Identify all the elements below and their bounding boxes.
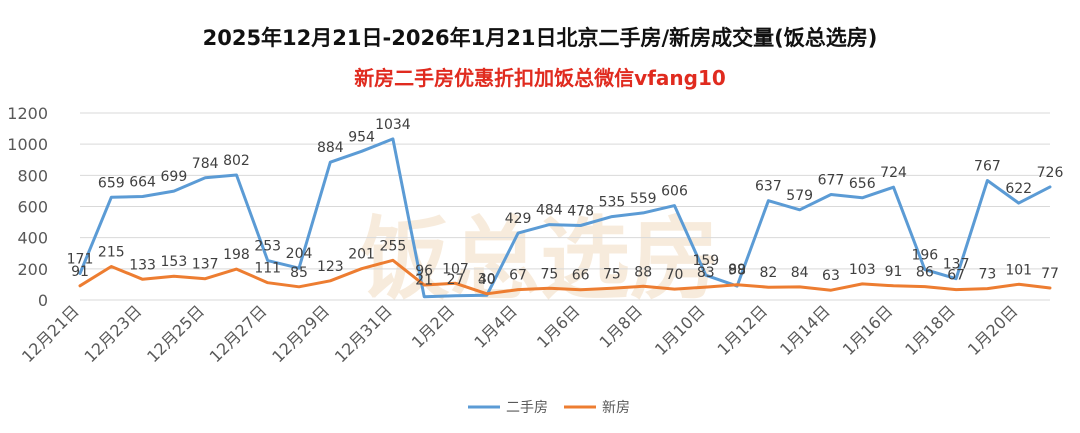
x-tick-label: 12月27日 — [206, 301, 271, 366]
data-label: 75 — [540, 266, 558, 282]
data-label: 86 — [916, 265, 934, 281]
y-tick-label: 200 — [17, 260, 48, 279]
data-label: 559 — [630, 191, 657, 207]
data-label: 67 — [947, 268, 965, 284]
data-label: 215 — [98, 244, 125, 260]
y-tick-label: 1200 — [7, 104, 48, 123]
data-label: 27 — [447, 272, 465, 288]
x-tick-label: 1月14日 — [776, 301, 834, 359]
data-label: 677 — [818, 173, 845, 189]
data-label: 253 — [254, 239, 281, 255]
data-label: 484 — [536, 203, 563, 219]
data-label: 85 — [290, 265, 308, 281]
data-label: 101 — [1005, 262, 1032, 278]
data-label: 77 — [1041, 266, 1059, 282]
x-tick-label: 12月21日 — [18, 301, 83, 366]
data-label: 255 — [380, 238, 407, 254]
data-label: 664 — [129, 175, 156, 191]
data-label: 802 — [223, 153, 250, 169]
data-label: 1034 — [375, 117, 411, 133]
y-tick-label: 1000 — [7, 135, 48, 154]
data-label: 107 — [442, 261, 469, 277]
data-label: 73 — [979, 267, 997, 283]
data-label: 637 — [755, 179, 782, 195]
data-label: 96 — [415, 263, 433, 279]
x-tick-label: 12月29日 — [268, 301, 333, 366]
data-label: 98 — [728, 263, 746, 279]
data-label: 67 — [509, 268, 527, 284]
data-label: 767 — [974, 158, 1001, 174]
data-label: 579 — [786, 188, 813, 204]
data-label: 88 — [634, 264, 652, 280]
data-label: 40 — [478, 272, 496, 288]
data-label: 84 — [791, 265, 809, 281]
data-label: 606 — [661, 184, 688, 200]
data-label: 198 — [223, 247, 250, 263]
data-label: 954 — [348, 129, 375, 145]
y-tick-label: 800 — [17, 166, 48, 185]
data-label: 656 — [849, 176, 876, 192]
series-line-2 — [78, 258, 1052, 296]
data-label: 30 — [478, 271, 496, 287]
x-tick-label: 12月25日 — [143, 301, 208, 366]
x-tick-label: 1月18日 — [901, 301, 959, 359]
data-label: 659 — [98, 175, 125, 191]
data-label: 201 — [348, 247, 375, 263]
data-label: 21 — [415, 273, 433, 289]
legend-label: 二手房 — [506, 400, 548, 416]
data-label: 159 — [692, 253, 719, 269]
data-label: 91 — [71, 264, 89, 280]
legend-label: 新房 — [602, 400, 630, 416]
data-label: 83 — [697, 265, 715, 281]
data-label: 784 — [192, 156, 219, 172]
data-label: 63 — [822, 268, 840, 284]
data-label: 153 — [161, 254, 188, 270]
data-label: 478 — [567, 204, 594, 220]
data-label: 137 — [192, 257, 219, 273]
y-tick-label: 400 — [17, 229, 48, 248]
data-label: 726 — [1037, 165, 1064, 181]
data-label: 111 — [254, 261, 281, 277]
x-tick-label: 12月23日 — [81, 301, 146, 366]
watermark-text: 饭总选房 — [360, 207, 720, 312]
data-label: 70 — [666, 267, 684, 283]
data-label: 123 — [317, 259, 344, 275]
data-label: 75 — [603, 266, 621, 282]
data-label: 137 — [943, 257, 970, 273]
data-label: 429 — [505, 211, 532, 227]
data-label: 66 — [572, 268, 590, 284]
data-label: 204 — [286, 246, 313, 262]
data-label: 103 — [849, 262, 876, 278]
data-label: 89 — [728, 262, 746, 278]
x-tick-label: 1月16日 — [839, 301, 897, 359]
data-label: 133 — [129, 257, 156, 273]
data-label: 91 — [885, 264, 903, 280]
y-tick-label: 600 — [17, 198, 48, 217]
chart-subtitle: 新房二手房优惠折扣加饭总微信vfang10 — [354, 66, 726, 90]
chart-title: 2025年12月21日-2026年1月21日北京二手房/新房成交量(饭总选房) — [202, 26, 878, 50]
series-line-1 — [78, 137, 1052, 299]
x-tick-label: 1月20日 — [964, 301, 1022, 359]
data-label: 196 — [911, 247, 938, 263]
data-label: 622 — [1005, 181, 1032, 197]
data-label: 82 — [759, 265, 777, 281]
data-label: 724 — [880, 165, 907, 181]
x-tick-label: 1月12日 — [714, 301, 772, 359]
data-label: 171 — [67, 251, 94, 267]
data-label: 884 — [317, 140, 344, 156]
y-tick-label: 0 — [38, 291, 48, 310]
data-label: 535 — [599, 195, 626, 211]
data-label: 699 — [161, 169, 188, 185]
